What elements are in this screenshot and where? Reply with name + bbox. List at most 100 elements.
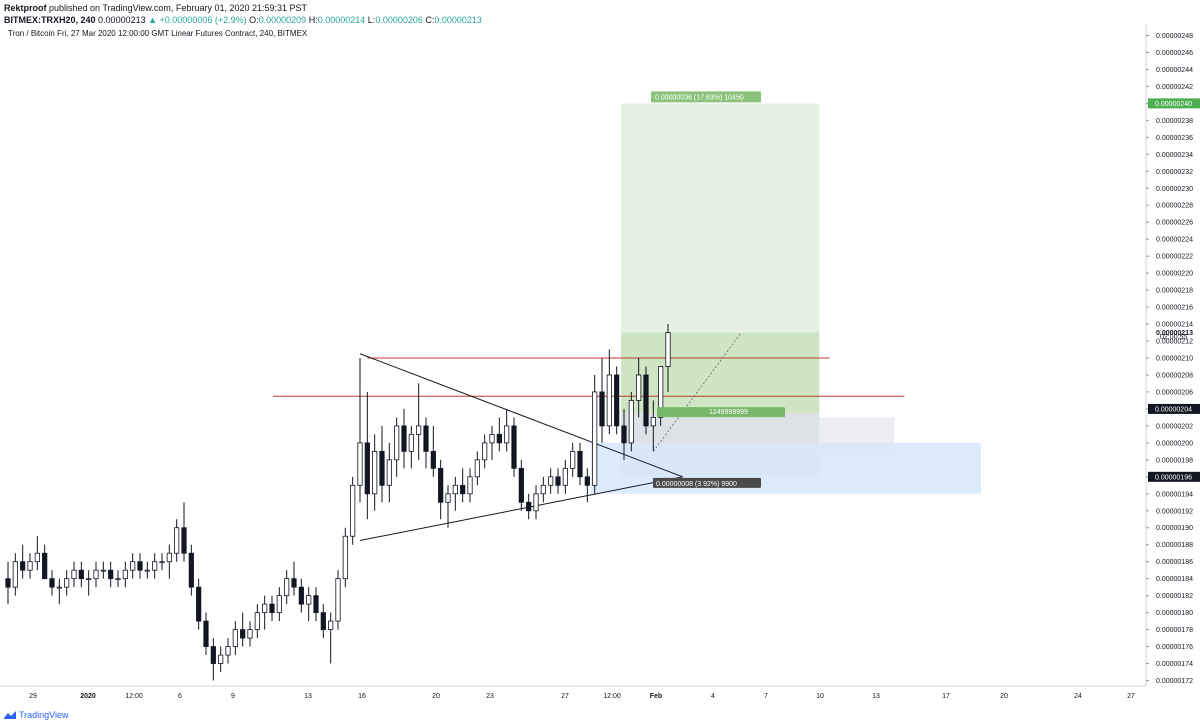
candle-body [357, 442, 363, 486]
x-tick-label: 2020 [80, 693, 96, 700]
x-tick-label: 16 [358, 693, 366, 700]
candle-body [320, 612, 326, 630]
candle-body [64, 578, 70, 588]
candle-body [584, 476, 590, 486]
candle-body [504, 425, 510, 444]
last-price: 0.00000213 [98, 15, 146, 25]
candle-body [328, 620, 334, 630]
candle-body [115, 578, 121, 581]
chart-area[interactable]: Tron / Bitcoin Fri, 27 Mar 2020 12:00:00… [0, 24, 1200, 710]
candle-body [423, 425, 429, 452]
publish-info: published on TradingView.com, February 0… [49, 3, 308, 13]
target-label-box [651, 91, 761, 103]
x-tick-label: 24 [1074, 693, 1082, 700]
x-tick-label: 20 [1000, 693, 1008, 700]
candle-body [240, 629, 246, 639]
x-tick-label: 23 [486, 693, 494, 700]
y-tick-label: 0.00000194 [1156, 491, 1193, 498]
candle-body [577, 450, 583, 478]
candle-body [5, 578, 11, 588]
candle-body [247, 629, 253, 639]
x-tick-label: 9 [231, 693, 235, 700]
candle-body [533, 493, 539, 512]
candle-body [262, 603, 268, 614]
countdown-label: 02:00:55 [1160, 334, 1187, 341]
y-tick-label: 0.00000202 [1156, 423, 1193, 430]
candle-body [386, 459, 392, 486]
footer: TradingView [4, 710, 69, 720]
candle-body [291, 578, 297, 588]
entry-label-box [657, 407, 785, 418]
candle-body [34, 552, 40, 563]
entry-label-text: 1249999999 [709, 409, 748, 416]
candle-body [416, 425, 422, 435]
x-tick-label: 27 [1127, 693, 1135, 700]
low-label: L: [367, 15, 376, 25]
candle-body [144, 569, 150, 572]
candle-body [482, 442, 488, 461]
y-tick-label: 0.00000200 [1156, 440, 1193, 447]
candle-body [452, 484, 458, 495]
price-change: ▲ +0.00000006 (+2.9%) [148, 15, 247, 25]
candle-body [276, 595, 282, 614]
x-tick-label: 12:00 [603, 693, 621, 700]
candle-body [614, 374, 620, 427]
candle-body [548, 476, 554, 486]
y-tick-label: 0.00000174 [1156, 661, 1193, 668]
candle-body [555, 476, 561, 486]
candle-body [474, 459, 480, 478]
candle-body [306, 595, 312, 605]
candle-body [335, 578, 341, 622]
candle-body [658, 366, 664, 418]
open-label: O: [249, 15, 259, 25]
y-tick-label: 0.00000208 [1156, 372, 1193, 379]
x-tick-label: 17 [942, 693, 950, 700]
x-tick-label: 13 [304, 693, 312, 700]
y-tick-label: 0.00000198 [1156, 457, 1193, 464]
candle-body [86, 578, 92, 581]
candle-body [108, 569, 114, 580]
candle-body [100, 569, 106, 572]
target-price-box [1148, 98, 1200, 109]
candle-body [49, 578, 55, 588]
candle-body [342, 535, 348, 580]
candle-body [489, 433, 495, 444]
candle-body [130, 561, 136, 571]
candle-body [570, 450, 576, 469]
stop-price-box [1148, 471, 1200, 482]
candle-body [562, 467, 568, 486]
y-tick-label: 0.00000184 [1156, 576, 1193, 583]
y-tick-label: 0.00000232 [1156, 169, 1193, 176]
y-tick-label: 0.00000186 [1156, 559, 1193, 566]
candle-body [636, 374, 642, 401]
y-tick-label: 0.00000210 [1156, 356, 1193, 363]
candle-body [592, 391, 598, 486]
close-value: 0.00000213 [434, 15, 482, 25]
candle-body [313, 595, 319, 614]
candle-body [218, 654, 224, 664]
candle-body [166, 552, 172, 563]
triangle-upper-line [359, 353, 683, 478]
y-tick-label: 0.00000228 [1156, 203, 1193, 210]
candle-body [232, 629, 238, 647]
x-tick-label: 13 [872, 693, 880, 700]
candle-body [599, 391, 605, 427]
candle-body [372, 450, 378, 495]
y-tick-label: 0.00000178 [1156, 627, 1193, 634]
entry-price-box [1148, 403, 1200, 414]
candle-body [467, 476, 473, 495]
candle-body [526, 501, 532, 512]
candle-body [188, 552, 194, 588]
candle-body [137, 561, 143, 571]
y-tick-label: 0.00000248 [1156, 33, 1193, 40]
publish-line: Rektproof published on TradingView.com, … [4, 3, 307, 13]
candle-body [298, 586, 304, 605]
low-value: 0.00000206 [375, 15, 423, 25]
candle-body [511, 425, 517, 469]
candle-body [12, 561, 18, 588]
tradingview-logo-icon [4, 711, 16, 719]
x-tick-label: 20 [432, 693, 440, 700]
chart-canvas[interactable]: Tron / Bitcoin Fri, 27 Mar 2020 12:00:00… [0, 24, 1200, 710]
author-name: Rektproof [4, 3, 47, 13]
candle-body [269, 603, 275, 614]
